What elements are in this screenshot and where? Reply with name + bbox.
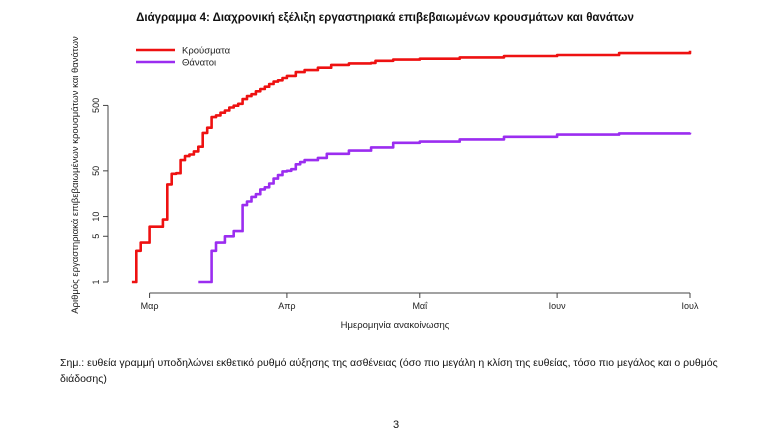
axes: 1 5 10 50 500 Μαρ Απρ Μαΐ Ιουν Ιουλ [91, 98, 699, 311]
y-tick-label: 1 [91, 279, 101, 284]
x-tick-label: Μαρ [141, 301, 159, 311]
series-line-0 [131, 50, 692, 284]
legend-label: Κρούσματα [182, 46, 231, 57]
series-line-1 [198, 132, 692, 284]
y-tick-label: 5 [91, 234, 101, 239]
x-tick-label: Ιουν [549, 301, 566, 311]
page-number: 3 [392, 419, 400, 431]
plot-area [131, 50, 692, 284]
y-tick-label: 50 [91, 166, 101, 176]
x-tick-label: Μαΐ [412, 301, 428, 311]
chart-title: Διάγραμμα 4: Διαχρονική εξέλιξη εργαστηρ… [136, 12, 634, 24]
y-axis-label: Αριθμός εργαστηριακά επιβεβαιωμένων κρου… [70, 36, 81, 314]
footnote: Σημ.: ευθεία γραμμή υποδηλώνει εκθετικό … [60, 357, 718, 385]
x-axis-label: Ημερομηνία ανακοίνωσης [341, 320, 450, 331]
legend-label: Θάνατοι [182, 58, 216, 69]
x-tick-label: Ιουλ [682, 301, 699, 311]
y-tick-label: 500 [91, 98, 101, 113]
y-tick-label: 10 [91, 212, 101, 222]
x-tick-label: Απρ [278, 301, 295, 311]
